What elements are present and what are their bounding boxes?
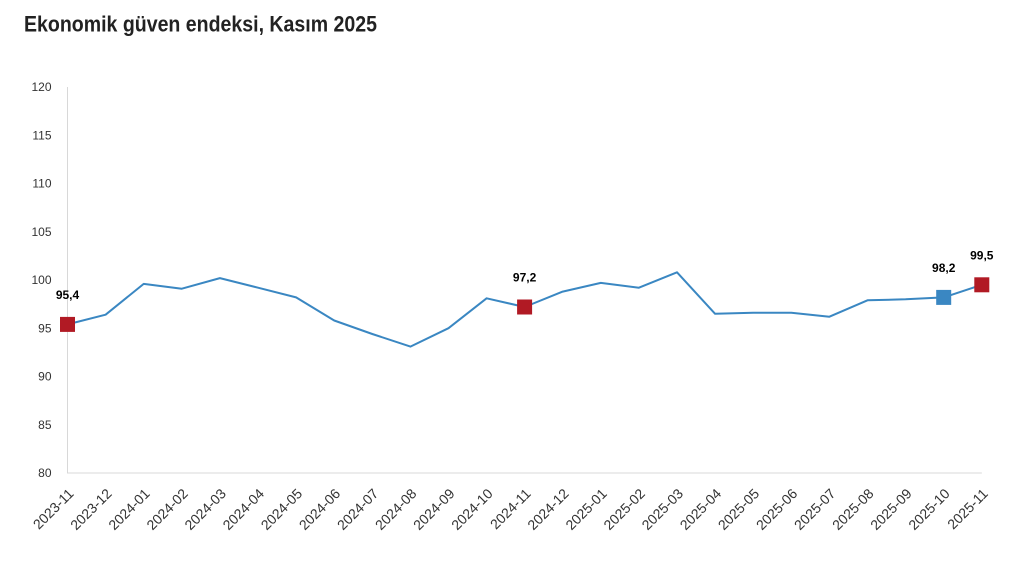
- svg-text:115: 115: [32, 128, 51, 142]
- svg-text:85: 85: [38, 418, 52, 432]
- svg-text:95: 95: [38, 321, 52, 335]
- svg-text:90: 90: [38, 370, 52, 384]
- svg-text:98,2: 98,2: [932, 261, 956, 275]
- svg-text:120: 120: [31, 80, 51, 94]
- svg-text:105: 105: [31, 225, 51, 239]
- svg-text:110: 110: [32, 177, 51, 191]
- svg-text:80: 80: [38, 466, 52, 480]
- svg-text:97,2: 97,2: [513, 271, 537, 285]
- svg-text:99,5: 99,5: [970, 248, 994, 262]
- svg-text:Ekonomik güven endeksi, Kasım: Ekonomik güven endeksi, Kasım 2025: [24, 12, 377, 37]
- svg-text:95,4: 95,4: [56, 288, 80, 302]
- svg-text:100: 100: [31, 273, 51, 287]
